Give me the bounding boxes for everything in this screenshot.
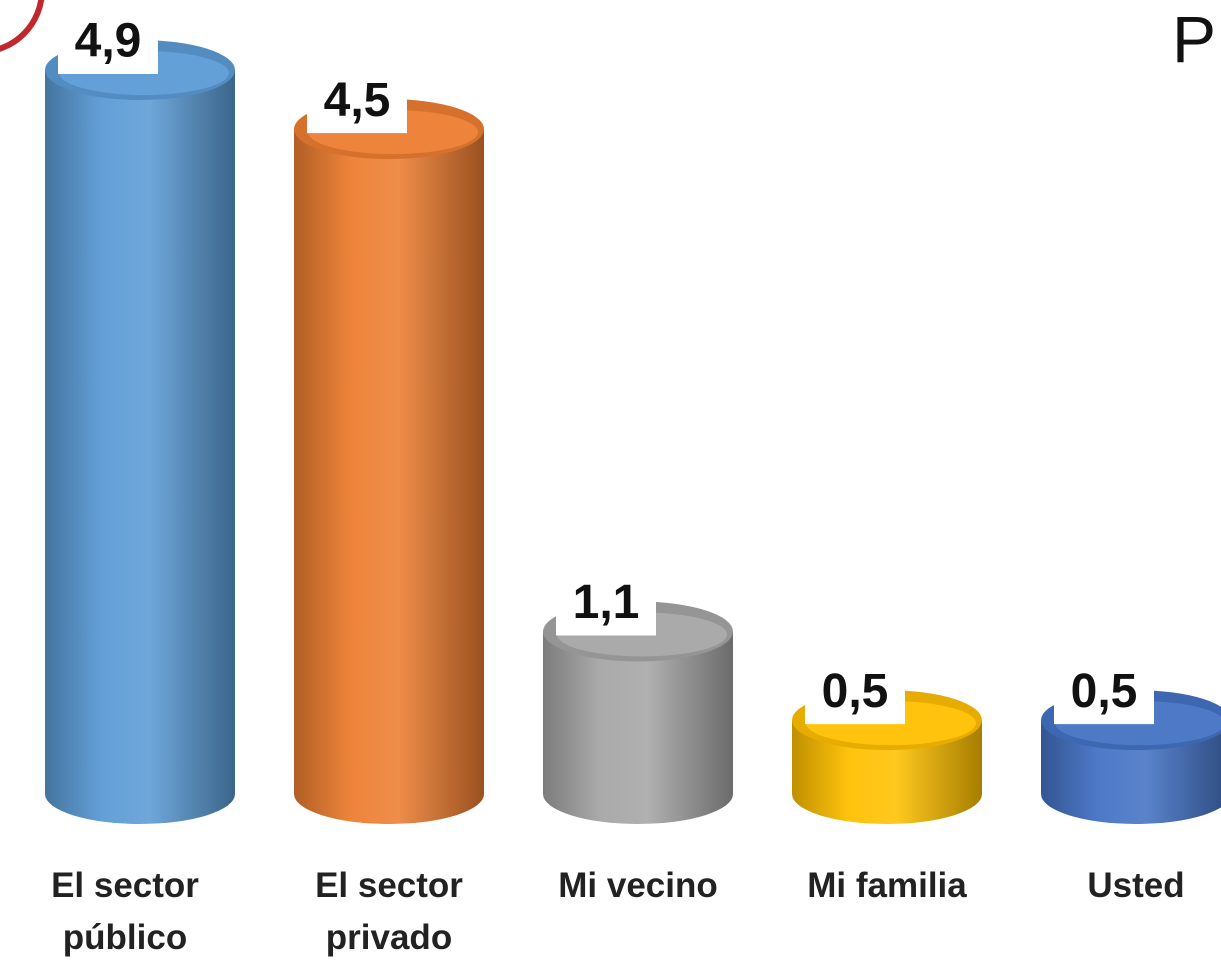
value-label: 4,5 [324,74,391,127]
x-tick-label: Mi familia [807,866,967,905]
value-label-box [556,573,656,636]
value-label: 1,1 [573,576,640,629]
bar [294,129,484,824]
x-tick-label: El sector público [51,866,199,957]
value-label: 4,9 [75,15,142,68]
value-label: 0,5 [1071,665,1138,718]
bar [45,70,235,824]
value-label: 0,5 [822,665,889,718]
x-tick-label: Mi vecino [558,866,718,905]
value-label-box [307,71,407,134]
chart-title: P [1172,2,1216,76]
x-tick-label: Usted [1087,866,1185,905]
x-tick-label: El sector privado [315,866,463,957]
bar [543,631,733,824]
logo [0,0,45,52]
value-label-box [1054,662,1154,725]
value-label-box [805,662,905,725]
value-label-box [58,12,158,74]
